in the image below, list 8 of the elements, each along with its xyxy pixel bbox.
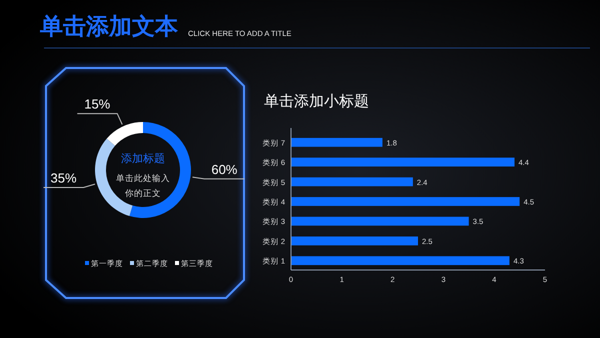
- text: 你的正文: [125, 188, 161, 198]
- data-label: 35%: [50, 170, 77, 186]
- data-label: 15%: [84, 96, 111, 112]
- text: 单击此处输入: [116, 173, 170, 183]
- data-label: 60%: [211, 162, 238, 177]
- chart-title: 单击添加小标题: [264, 93, 369, 110]
- text: 添加标题: [121, 152, 165, 165]
- chart-title: 单击添加文本: [39, 13, 179, 39]
